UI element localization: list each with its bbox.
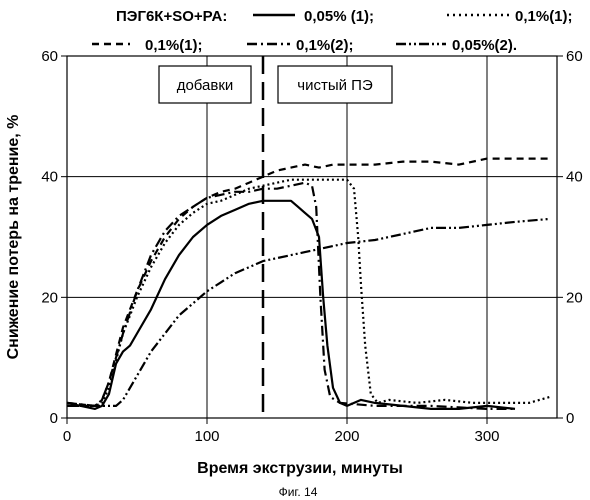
legend-label-series-3: 0,1%(1); [145, 37, 203, 54]
y-tick-label-left-60: 60 [41, 48, 58, 65]
y-tick-label-left-40: 40 [41, 169, 58, 186]
legend-label-series-1: 0,05% (1); [304, 8, 374, 25]
x-tick-label-300: 300 [474, 428, 499, 445]
y-tick-label-left-0: 0 [50, 410, 58, 427]
legend-label-series-5: 0,05%(2). [452, 37, 517, 54]
annotation-additives: добавки [159, 66, 251, 103]
y-tick-label-right-20: 20 [566, 289, 583, 306]
x-tick-label-200: 200 [334, 428, 359, 445]
annotation-label-additives: добавки [177, 77, 234, 94]
annotation-label-pure-pe: чистый ПЭ [297, 77, 373, 94]
series-line-5 [67, 219, 550, 406]
y-axis-title: Снижение потерь на трение, % [5, 115, 22, 360]
series-lines [67, 159, 550, 409]
grid [67, 56, 557, 418]
legend-label-series-2: 0,1%(1); [515, 8, 573, 25]
x-axis-title: Время экструзии, минуты [197, 460, 403, 477]
series-line-1 [67, 201, 515, 409]
series-line-2 [67, 180, 550, 406]
legend-title: ПЭГ6К+SO+PA: [116, 8, 227, 25]
legend: ПЭГ6К+SO+PA: 0,05% (1); 0,1%(1); 0,1%(1)… [92, 8, 573, 54]
legend-label-series-4: 0,1%(2); [296, 37, 354, 54]
figure-caption: Фиг. 14 [279, 485, 318, 499]
y-tick-label-right-40: 40 [566, 169, 583, 186]
annotation-pure-pe: чистый ПЭ [278, 66, 392, 103]
y-tick-label-right-0: 0 [566, 410, 574, 427]
x-tick-label-100: 100 [194, 428, 219, 445]
x-tick-label-0: 0 [63, 428, 71, 445]
axis-ticks: 010020030000202040406060 [41, 48, 582, 445]
plot-frame [67, 56, 557, 418]
y-tick-label-left-20: 20 [41, 289, 58, 306]
y-tick-label-right-60: 60 [566, 48, 583, 65]
